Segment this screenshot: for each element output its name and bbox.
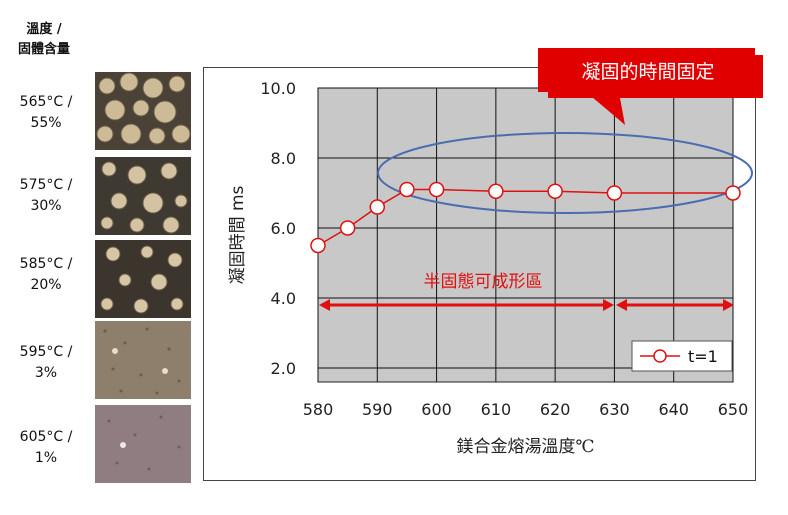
data-point <box>369 199 386 215</box>
row-temp: 585°C / <box>19 256 73 272</box>
row-solid: 3% <box>34 365 58 381</box>
micrograph-575 <box>95 157 191 235</box>
data-point <box>339 220 356 236</box>
plot-area <box>317 87 734 383</box>
y-tick-label: 6.0 <box>271 219 296 238</box>
row-solid: 55% <box>30 115 62 131</box>
row-temp: 595°C / <box>19 344 73 360</box>
micrograph-565 <box>95 72 191 150</box>
y-tick-label: 8.0 <box>271 149 296 168</box>
row-label-585: 585°C / 20% <box>0 254 92 296</box>
header-solid: 固體含量 <box>17 42 70 57</box>
y-axis-ticks: 2.0 4.0 6.0 8.0 10.0 <box>260 79 296 378</box>
row-temp: 605°C / <box>19 429 73 445</box>
data-point <box>488 183 504 199</box>
x-axis-label: 鎂合金熔湯溫度℃ <box>456 437 594 457</box>
row-solid: 1% <box>34 450 58 466</box>
row-temp: 565°C / <box>19 94 73 110</box>
series-t1 <box>310 181 741 254</box>
micrograph-605 <box>95 405 191 483</box>
range-label: 半固態可成形區 <box>424 272 543 292</box>
x-tick-label: 650 <box>718 400 749 419</box>
chart-frame <box>203 67 756 481</box>
row-label-575: 575°C / 30% <box>0 175 92 217</box>
x-tick-label: 640 <box>658 400 689 419</box>
data-point <box>428 181 445 198</box>
callout-text: 凝固的時間固定 <box>581 61 714 83</box>
row-solid: 20% <box>30 277 62 293</box>
row-label-565: 565°C / 55% <box>0 92 92 134</box>
micrograph-595 <box>95 321 191 399</box>
column-header: 溫度 / 固體含量 <box>0 20 88 60</box>
y-tick-label: 4.0 <box>271 289 296 308</box>
row-label-605: 605°C / 1% <box>0 427 92 469</box>
x-tick-label: 600 <box>421 400 452 419</box>
data-point <box>606 185 623 201</box>
legend: t=1 <box>631 340 733 372</box>
microstructure-panel: 溫度 / 固體含量 565°C / 55% 575°C / 30% 585°C … <box>0 0 200 515</box>
x-tick-label: 610 <box>481 400 512 419</box>
data-point <box>547 183 563 199</box>
range-arrow <box>319 299 734 311</box>
x-tick-label: 580 <box>303 400 334 419</box>
y-tick-label: 10.0 <box>260 79 296 98</box>
data-point <box>310 237 326 254</box>
y-axis-label: 凝固時間 ms <box>228 185 248 284</box>
header-temp: 溫度 / <box>26 22 62 37</box>
data-point <box>725 185 741 201</box>
x-tick-label: 630 <box>599 400 630 419</box>
row-label-595: 595°C / 3% <box>0 342 92 384</box>
row-temp: 575°C / <box>19 177 73 193</box>
y-tick-label: 2.0 <box>271 359 296 378</box>
callout: 凝固的時間固定 <box>538 48 763 125</box>
x-tick-label: 620 <box>540 400 571 419</box>
micrograph-585 <box>95 240 191 318</box>
row-solid: 30% <box>30 198 62 214</box>
x-tick-label: 590 <box>362 400 393 419</box>
legend-label: t=1 <box>688 347 718 366</box>
x-axis-ticks: 580 590 600 610 620 630 640 650 <box>303 400 749 419</box>
data-point <box>399 181 415 198</box>
legend-marker <box>653 349 667 363</box>
highlight-ellipse <box>377 132 753 214</box>
